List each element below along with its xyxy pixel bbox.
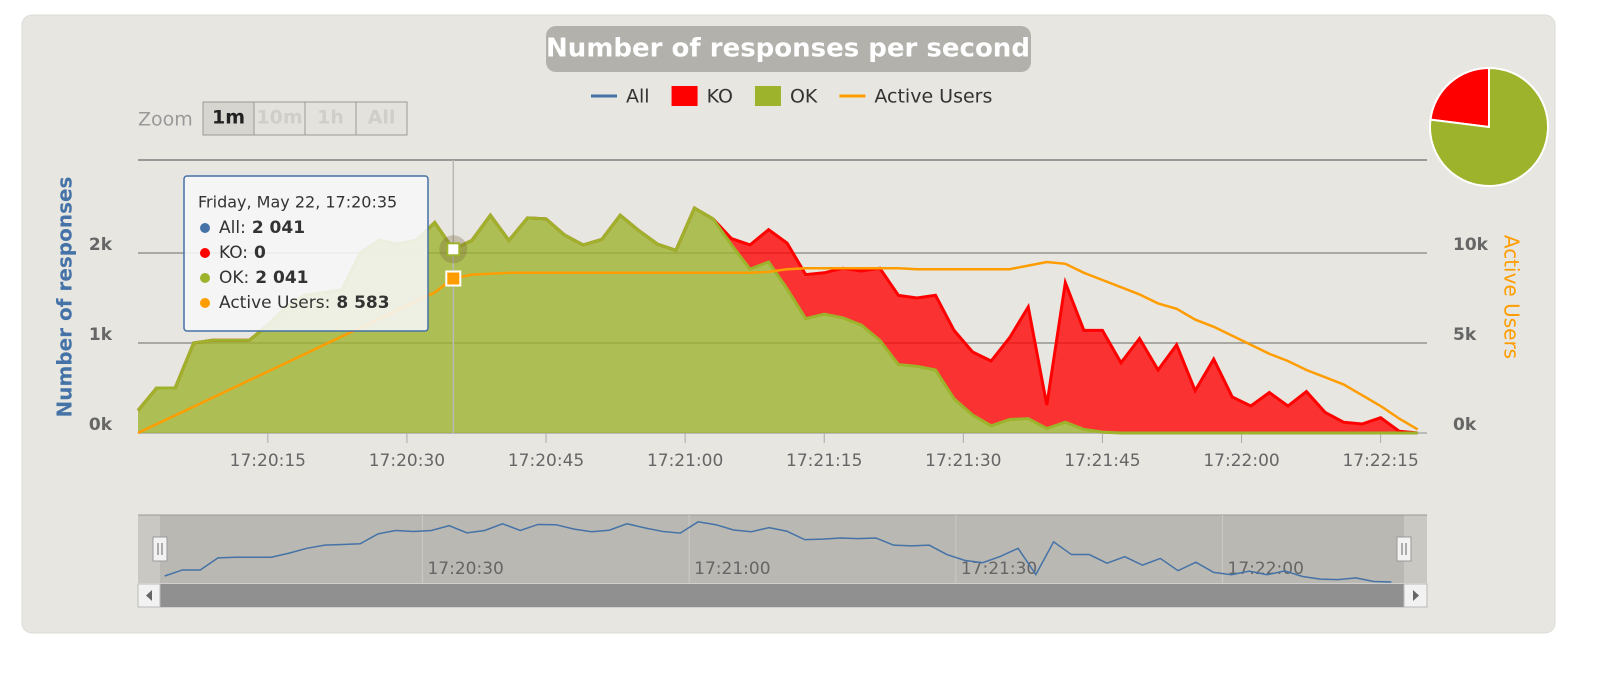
tooltip-name: KO:: [219, 243, 248, 263]
y2-tick-label: 0k: [1453, 415, 1477, 435]
x-tick-label: 17:21:00: [647, 451, 723, 471]
legend-label[interactable]: Active Users: [874, 86, 992, 108]
legend-swatch: [671, 86, 698, 106]
navigator-tick-label: 17:20:30: [427, 559, 503, 579]
navigator-selection: [160, 515, 1404, 583]
arrow-left: [146, 590, 152, 601]
x-tick-label: 17:20:15: [230, 451, 306, 471]
hover-marker: [446, 242, 461, 257]
zoom-button-label[interactable]: 10m: [256, 107, 302, 129]
legend-label[interactable]: KO: [707, 86, 733, 108]
tooltip-title: Friday, May 22, 17:20:35: [198, 193, 397, 212]
legend-swatch: [754, 86, 781, 106]
navigator-line: [164, 521, 1392, 583]
tooltip-value: 2 041: [252, 218, 305, 238]
zoom-button-label[interactable]: 1m: [212, 107, 245, 129]
tooltip-name: All:: [219, 218, 246, 238]
tooltip-bullet: [200, 223, 210, 233]
pie-slice: [1429, 66, 1549, 187]
x-tick-label: 17:22:00: [1203, 451, 1279, 471]
arrow-right: [1413, 590, 1419, 601]
scrollbar-thumb[interactable]: [160, 584, 1404, 607]
y-tick-label: 0k: [89, 415, 113, 435]
y2-axis-title: Active Users: [1500, 235, 1524, 359]
area-fill: [138, 208, 1418, 433]
zoom-label: Zoom: [138, 109, 193, 131]
tooltip-bullet: [200, 248, 210, 258]
y2-tick-label: 10k: [1453, 235, 1489, 255]
title-box: [546, 26, 1031, 72]
zoom-button[interactable]: [355, 101, 408, 136]
navigator-handle[interactable]: [1396, 536, 1412, 562]
zoom-button-label[interactable]: 1h: [317, 107, 344, 129]
area-fill: [138, 208, 1418, 433]
line-series: [137, 260, 1419, 435]
x-tick-label: 17:21:15: [786, 451, 862, 471]
x-tick-label: 17:21:30: [925, 451, 1001, 471]
zoom-button-label[interactable]: All: [368, 107, 396, 129]
zoom-button[interactable]: [253, 101, 306, 136]
zoom-button[interactable]: [304, 101, 357, 136]
legend-label[interactable]: All: [626, 86, 650, 108]
tooltip-bullet: [200, 273, 210, 283]
tooltip-name: Active Users:: [219, 293, 330, 313]
tooltip-value: 2 041: [255, 268, 308, 288]
y-tick-label: 1k: [89, 325, 113, 345]
tooltip-value: 8 583: [336, 293, 389, 313]
tooltip-box: [183, 175, 429, 332]
y-axis-title: Number of responses: [53, 177, 77, 418]
navigator-tick-label: 17:21:30: [961, 559, 1037, 579]
navigator-tick-label: 17:21:00: [694, 559, 770, 579]
navigator-handle[interactable]: [152, 536, 168, 562]
hover-marker: [445, 270, 462, 287]
zoom-button[interactable]: [202, 101, 255, 136]
pie-slice: [1429, 66, 1490, 129]
navigator-tick-label: 17:22:00: [1228, 559, 1304, 579]
x-tick-label: 17:20:30: [369, 451, 445, 471]
tooltip-name: OK:: [219, 268, 249, 288]
y-tick-label: 2k: [89, 235, 113, 255]
legend-label[interactable]: OK: [790, 86, 818, 108]
chart-title: Number of responses per second: [546, 34, 1030, 64]
y2-tick-label: 5k: [1453, 325, 1477, 345]
tooltip-value: 0: [254, 243, 266, 263]
tooltip-bullet: [200, 298, 210, 308]
x-tick-label: 17:22:15: [1342, 451, 1418, 471]
x-tick-label: 17:20:45: [508, 451, 584, 471]
x-tick-label: 17:21:45: [1064, 451, 1140, 471]
